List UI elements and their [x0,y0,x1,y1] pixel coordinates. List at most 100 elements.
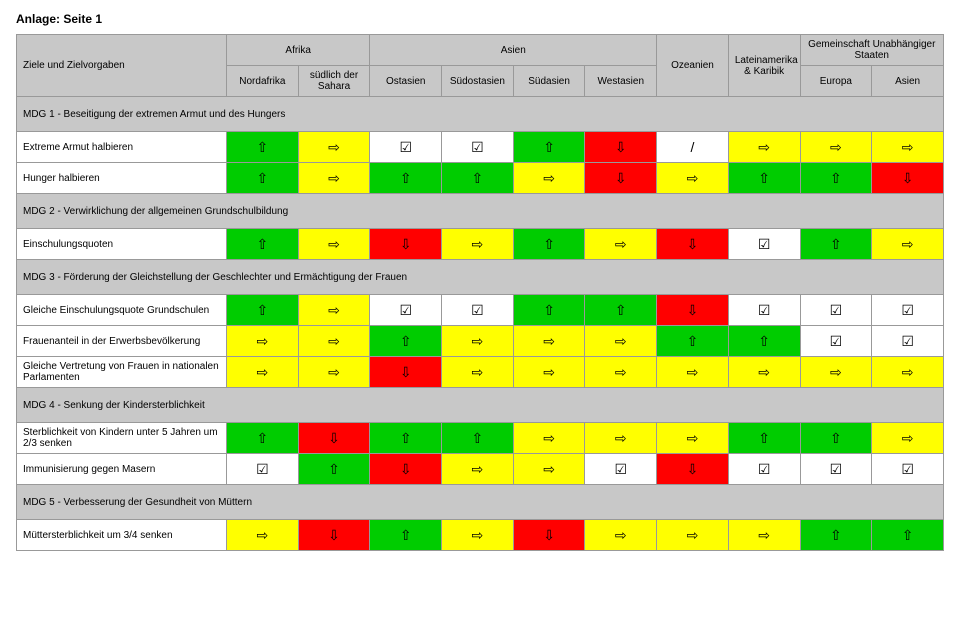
right-icon: ⇨ [328,236,340,252]
status-cell: ⇧ [370,520,442,551]
table-row: Immunisierung gegen Masern☑⇧⇩⇨⇨☑⇩☑☑☑ [17,454,944,485]
down-icon: ⇩ [687,302,699,318]
down-icon: ⇩ [400,236,412,252]
status-cell: ⇨ [442,357,514,388]
check-icon: ☑ [399,139,412,155]
section-header: MDG 5 - Verbesserung der Gesundheit von … [17,485,944,520]
status-cell: ⇨ [872,229,944,260]
right-icon: ⇨ [543,333,555,349]
status-cell: ⇨ [227,357,299,388]
check-icon: ☑ [901,461,914,477]
down-icon: ⇩ [687,461,699,477]
header-suedasien: Südasien [513,66,585,97]
slash-icon: / [691,139,695,155]
status-cell: ⇨ [585,326,657,357]
check-icon: ☑ [758,461,771,477]
right-icon: ⇨ [472,236,484,252]
up-icon: ⇧ [472,430,484,446]
up-icon: ⇧ [472,170,484,186]
status-cell: ⇨ [872,132,944,163]
up-icon: ⇧ [543,139,555,155]
section-header-label: MDG 3 - Förderung der Gleichstellung der… [17,260,944,295]
page-title: Anlage: Seite 1 [16,12,944,26]
check-icon: ☑ [758,236,771,252]
status-cell: ⇧ [728,326,800,357]
check-icon: ☑ [471,139,484,155]
row-label: Hunger halbieren [17,163,227,194]
table-row: Einschulungsquoten⇧⇨⇩⇨⇧⇨⇩☑⇧⇨ [17,229,944,260]
up-icon: ⇧ [543,236,555,252]
check-icon: ☑ [399,302,412,318]
check-icon: ☑ [901,302,914,318]
status-cell: ⇨ [298,357,370,388]
mdg-table: Ziele und Zielvorgaben Afrika Asien Ozea… [16,34,944,551]
down-icon: ⇩ [328,527,340,543]
row-label: Müttersterblichkeit um 3/4 senken [17,520,227,551]
section-header: MDG 1 - Beseitigung der extremen Armut u… [17,97,944,132]
status-cell: ⇨ [513,423,585,454]
up-icon: ⇧ [400,430,412,446]
check-icon: ☑ [830,461,843,477]
row-label: Einschulungsquoten [17,229,227,260]
right-icon: ⇨ [758,364,770,380]
check-icon: ☑ [830,302,843,318]
right-icon: ⇨ [328,139,340,155]
row-label: Extreme Armut halbieren [17,132,227,163]
right-icon: ⇨ [902,236,914,252]
header-europa: Europa [800,66,872,97]
right-icon: ⇨ [902,430,914,446]
status-cell: ⇩ [298,520,370,551]
status-cell: ⇧ [872,520,944,551]
right-icon: ⇨ [687,364,699,380]
up-icon: ⇧ [543,302,555,318]
status-cell: ⇨ [442,229,514,260]
up-icon: ⇧ [830,170,842,186]
right-icon: ⇨ [902,364,914,380]
row-label: Frauenanteil in der Erwerbsbevölkerung [17,326,227,357]
status-cell: ⇨ [442,454,514,485]
down-icon: ⇩ [687,236,699,252]
header-lateinamerika: Lateinamerika & Karibik [728,35,800,97]
status-cell: ⇨ [513,326,585,357]
header-gus: Gemeinschaft Unabhängiger Staaten [800,35,944,66]
up-icon: ⇧ [830,430,842,446]
status-cell: ⇩ [370,454,442,485]
check-icon: ☑ [256,461,269,477]
table-row: Extreme Armut halbieren⇧⇨☑☑⇧⇩/⇨⇨⇨ [17,132,944,163]
status-cell: ⇧ [513,132,585,163]
status-cell: ⇨ [585,357,657,388]
right-icon: ⇨ [543,461,555,477]
status-cell: ⇨ [585,520,657,551]
status-cell: ⇨ [442,520,514,551]
status-cell: ☑ [872,295,944,326]
right-icon: ⇨ [543,364,555,380]
right-icon: ⇨ [687,527,699,543]
right-icon: ⇨ [472,333,484,349]
right-icon: ⇨ [328,170,340,186]
right-icon: ⇨ [543,170,555,186]
status-cell: ⇧ [227,295,299,326]
header-asien: Asien [370,35,657,66]
header-row-top: Ziele und Zielvorgaben Afrika Asien Ozea… [17,35,944,66]
status-cell: / [657,132,729,163]
row-label: Sterblichkeit von Kindern unter 5 Jahren… [17,423,227,454]
status-cell: ⇧ [513,229,585,260]
status-cell: ⇧ [657,326,729,357]
right-icon: ⇨ [902,139,914,155]
status-cell: ⇧ [370,163,442,194]
up-icon: ⇧ [256,430,268,446]
up-icon: ⇧ [615,302,627,318]
right-icon: ⇨ [615,333,627,349]
status-cell: ⇨ [728,132,800,163]
status-cell: ⇧ [227,229,299,260]
section-header: MDG 3 - Förderung der Gleichstellung der… [17,260,944,295]
status-cell: ⇨ [227,520,299,551]
check-icon: ☑ [615,461,628,477]
header-sahara: südlich der Sahara [298,66,370,97]
status-cell: ⇨ [657,357,729,388]
up-icon: ⇧ [758,333,770,349]
status-cell: ⇧ [585,295,657,326]
row-label: Gleiche Vertretung von Frauen in nationa… [17,357,227,388]
status-cell: ☑ [370,295,442,326]
status-cell: ⇧ [728,423,800,454]
